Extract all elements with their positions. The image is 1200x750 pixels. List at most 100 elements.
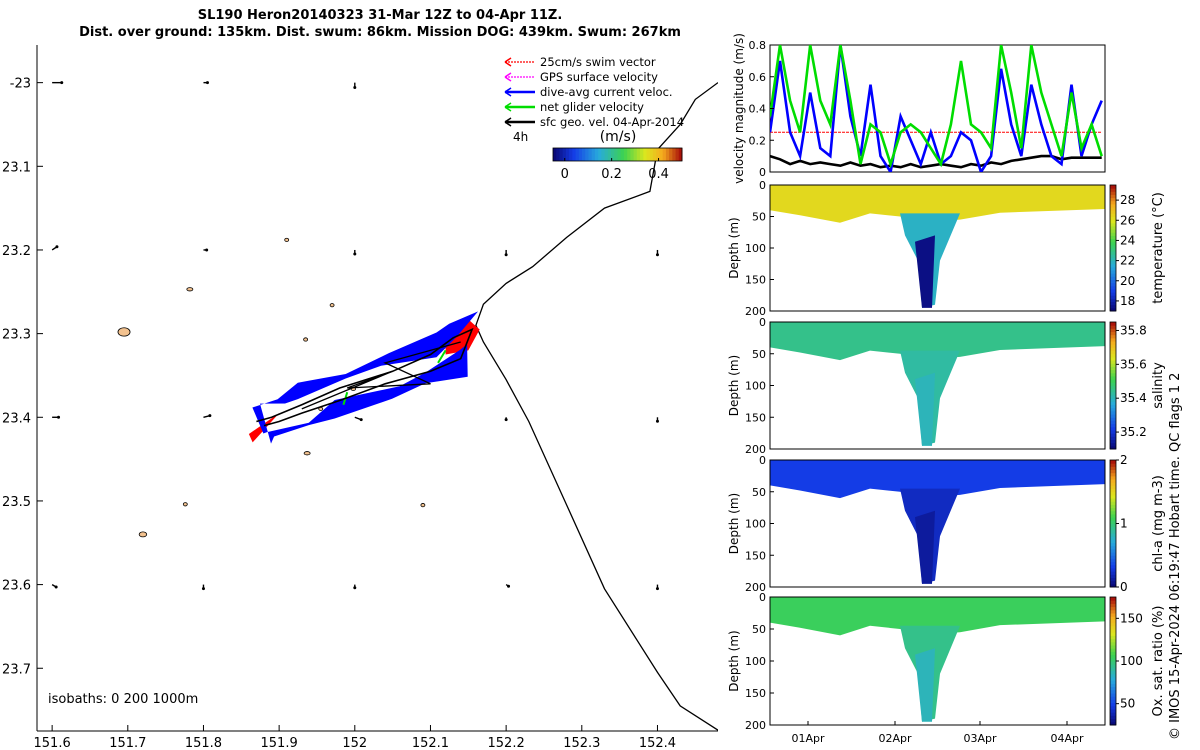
colorbar-swatch [1110,472,1116,477]
profile-frame-salinity [769,321,1106,450]
colorbar-swatch [1110,423,1116,428]
colorbar-swatch [1110,410,1116,415]
colorbar-swatch [1110,298,1116,303]
map-y-tick-label: 23.1 [2,160,31,175]
colorbar-swatch [1110,304,1116,309]
map-x-tick-label: 152 [342,736,367,750]
map-x-tick-label: 152.2 [488,736,525,750]
colorbar-swatch [1110,629,1116,633]
time-x-tick-label: 01Apr [791,732,825,745]
colorbar-tick-label: 35.2 [1120,425,1147,439]
profile-y-tick-label: 0 [759,591,766,604]
colorbar-swatch [1110,494,1116,499]
colorbar-swatch [665,148,670,161]
swim-vector-swath [445,319,480,355]
reef-outline [117,327,131,337]
colorbar-swatch [1110,479,1116,483]
profile-y-tick-label: 100 [745,242,766,255]
colorbar-swatch [1110,654,1116,659]
colorbar-swatch [1110,341,1116,345]
profile-frame-chla [769,459,1106,588]
colorbar-swatch [1110,501,1116,505]
colorbar-swatch [1110,360,1116,364]
profile-frame-oxygen [769,596,1106,726]
colorbar-swatch [614,148,618,161]
profile-y-tick-label: 200 [745,719,766,732]
colorbar-swatch [1110,382,1116,386]
colorbar-swatch [1110,369,1116,374]
colorbar-swatch [1110,712,1116,716]
colorbar-swatch [1110,200,1116,205]
map-x-tick-label: 152.3 [563,736,600,750]
colorbar-frame [1109,321,1117,450]
colorbar-swatch [565,148,570,161]
colorbar-swatch [636,148,641,161]
profile-y-tick-label: 200 [745,305,766,318]
velocity-plot-frame [769,44,1106,173]
colorbar-swatch [1110,475,1116,480]
colorbar-swatch [627,148,631,161]
profile-plot-chla [770,460,1105,584]
colorbar-swatch [1110,558,1116,563]
glider-track [301,341,461,410]
surface-velocity-arrowhead [201,587,205,591]
colorbar-swatch [1110,491,1116,496]
colorbar-swatch [1110,657,1116,662]
colorbar-swatch [1110,466,1116,471]
colorbar-swatch [1110,391,1116,396]
colorbar-swatch [1110,203,1116,208]
colorbar-swatch [601,148,606,161]
colorbar-swatch [1110,347,1116,352]
surface-velocity-arrowhead [353,252,357,256]
surface-velocity-arrowhead [55,245,59,249]
colorbar-swatch [1110,288,1116,293]
colorbar-tick-label: 50 [1120,697,1135,711]
profile-mid-layer [900,625,960,722]
colorbar-swatch [1110,194,1116,199]
colorbar-swatch [678,148,683,161]
colorbar-swatch [1110,398,1116,402]
colorbar-swatch [594,148,599,161]
profile-surface-layer [770,322,1105,361]
colorbar-swatch [1110,513,1116,518]
colorbar-swatch [1110,705,1116,710]
profile-y-tick-label: 150 [745,274,766,287]
colorbar-swatch [1110,651,1116,656]
colorbar-swatch [1110,677,1116,681]
colorbar-swatch [617,148,622,161]
colorbar-swatch [1110,577,1116,582]
map-chart: 151.6 151.7 151.8 151.9 152 152.1 152.2 152.3 15… [2,45,718,750]
colorbar-swatch [1110,567,1116,572]
colorbar-swatch [1110,225,1116,230]
colorbar-tick-label: 35.8 [1120,323,1147,337]
colorbar-swatch [1110,680,1116,684]
colorbar-swatch [1110,322,1116,326]
colorbar-swatch [1110,442,1116,447]
colorbar-swatch [1110,251,1116,255]
colorbar-swatch [1110,295,1116,299]
reef-outline [303,451,311,456]
surface-velocity-arrowhead [504,253,508,257]
legend-entry: GPS surface velocity [540,70,658,84]
colorbar-swatch [1110,292,1116,296]
profile-y-tick-label: 0 [759,179,766,192]
profile-y-tick-label: 200 [745,581,766,594]
colorbar-swatch [1110,263,1116,268]
reef-outline [182,502,188,507]
colorbar-swatch [611,148,615,161]
colorbar-swatch [1110,238,1116,243]
colorbar-swatch [640,148,644,161]
colorbar-swatch [1110,504,1116,509]
colorbar-swatch [656,148,660,161]
colorbar-swatch [1110,603,1116,608]
colorbar-swatch [1110,460,1116,464]
colorbar-swatch [1110,606,1116,611]
velocity-y-tick-label: 0.4 [749,103,767,116]
credit-text: © IMOS 15-Apr-2024 06:19:47 Hobart time.… [1168,372,1183,740]
colorbar-swatch [1110,545,1116,550]
legend-entry: 25cm/s swim vector [540,55,656,69]
colorbar-swatch [1110,632,1116,636]
colorbar-swatch [1110,561,1116,566]
profile-y-tick-label: 50 [752,348,766,361]
map-y-tick-label: 23.5 [2,495,31,510]
